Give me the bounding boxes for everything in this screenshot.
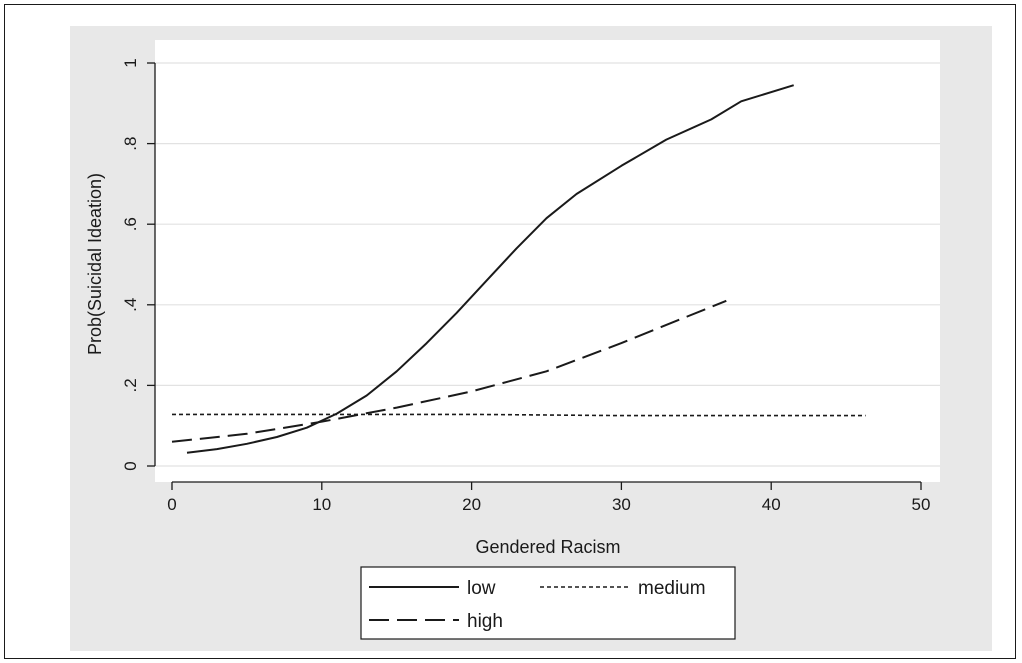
legend-label-high: high <box>467 611 503 632</box>
y-tick-label: .8 <box>121 137 140 151</box>
series-line-low <box>186 84 794 454</box>
legend: low medium high <box>360 566 736 640</box>
x-tick-label: 10 <box>312 495 331 514</box>
x-tick-label: 20 <box>462 495 481 514</box>
x-tick-label: 30 <box>612 495 631 514</box>
plot-area <box>155 40 940 482</box>
y-axis-title: Prob(Suicidal Ideation) <box>85 173 105 355</box>
series-lines <box>171 84 866 454</box>
legend-label-medium: medium <box>638 578 706 599</box>
x-tick-label: 0 <box>167 495 176 514</box>
series-line-high <box>171 299 727 443</box>
legend-label-low: low <box>467 578 496 599</box>
x-axis-title: Gendered Racism <box>475 537 620 557</box>
y-tick-label: 1 <box>121 58 140 67</box>
x-tick-label: 50 <box>912 495 931 514</box>
x-tick-label: 40 <box>762 495 781 514</box>
y-tick-label: 0 <box>121 461 140 470</box>
y-tick-label: .6 <box>121 217 140 231</box>
y-tick-label: .2 <box>121 378 140 392</box>
series-line-medium <box>172 413 866 417</box>
axes: 0.2.4.6.810 10 20 30 40 50 <box>121 58 930 514</box>
y-tick-label: .4 <box>121 298 140 312</box>
legend-box <box>360 566 736 640</box>
grid <box>155 62 940 467</box>
